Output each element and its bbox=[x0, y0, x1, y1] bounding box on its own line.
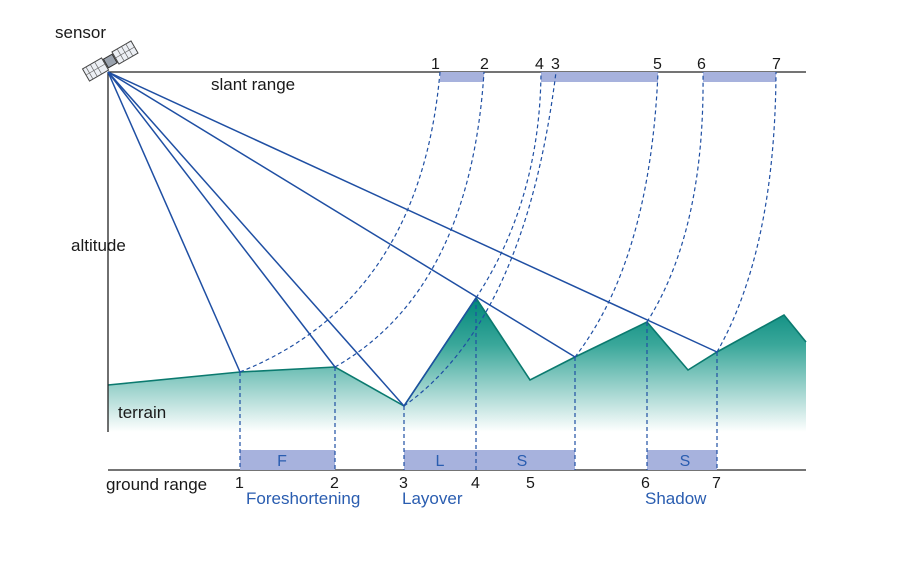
ground-band-foreshortening bbox=[240, 450, 335, 470]
slant-tick: 5 bbox=[653, 56, 662, 73]
ground-band-layover bbox=[404, 450, 476, 470]
altitude-label: altitude bbox=[71, 236, 126, 255]
slant-tick: 4 bbox=[535, 56, 544, 73]
effect-shadow: Shadow bbox=[645, 489, 707, 508]
ground-tick: 3 bbox=[399, 475, 408, 492]
ground-tick: 1 bbox=[235, 475, 244, 492]
slant-tick: 6 bbox=[697, 56, 706, 73]
ground-band-shadow-layover bbox=[476, 450, 575, 470]
terrain-outline bbox=[107, 296, 807, 408]
band-label-shadow: S bbox=[680, 453, 691, 470]
band-label-shadow-layover: S bbox=[517, 453, 528, 470]
ground-projection-lines bbox=[239, 298, 718, 470]
radar-rays bbox=[107, 71, 718, 407]
slant-band-1-2 bbox=[440, 72, 484, 82]
ground-tick: 2 bbox=[330, 475, 339, 492]
ground-tick-labels: 1 2 3 4 5 6 7 bbox=[235, 475, 721, 492]
ground-tick: 5 bbox=[526, 475, 535, 492]
slant-band-6-7 bbox=[703, 72, 776, 82]
slant-tick-labels: 1 2 4 3 5 6 7 bbox=[431, 56, 781, 73]
ground-tick: 7 bbox=[712, 475, 721, 492]
effect-layover: Layover bbox=[402, 489, 463, 508]
band-label-foreshortening: F bbox=[277, 453, 287, 470]
slant-band-4-5 bbox=[541, 72, 658, 82]
band-label-layover: L bbox=[436, 453, 445, 470]
slant-tick: 7 bbox=[772, 56, 781, 73]
slant-range-label: slant range bbox=[211, 75, 295, 94]
slant-projection-arcs bbox=[239, 71, 777, 407]
sensor-label: sensor bbox=[55, 23, 106, 42]
ground-tick: 4 bbox=[471, 475, 480, 492]
terrain-surface bbox=[108, 298, 806, 432]
ground-band-shadow bbox=[647, 450, 717, 470]
slant-tick: 1 bbox=[431, 56, 440, 73]
satellite-icon bbox=[81, 40, 139, 82]
slant-tick: 2 bbox=[480, 56, 489, 73]
ground-tick: 6 bbox=[641, 475, 650, 492]
slant-tick: 3 bbox=[551, 56, 560, 73]
effect-foreshortening: Foreshortening bbox=[246, 489, 360, 508]
terrain-label: terrain bbox=[118, 403, 166, 422]
ground-range-label: ground range bbox=[106, 475, 207, 494]
